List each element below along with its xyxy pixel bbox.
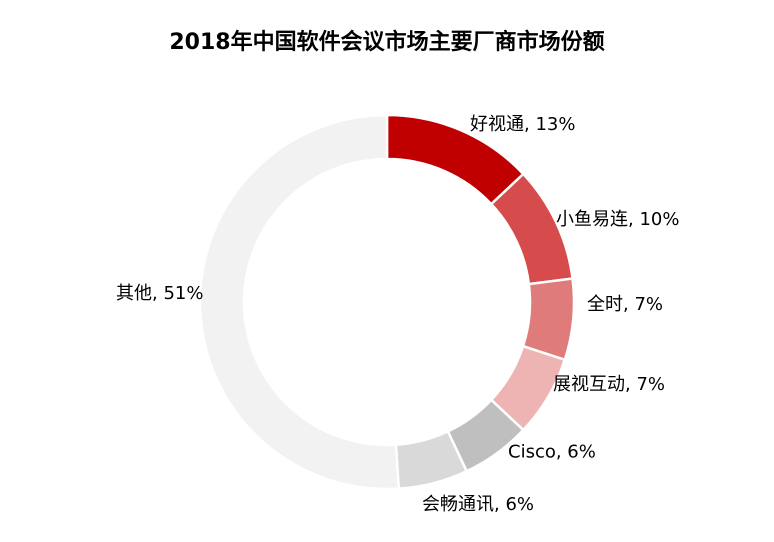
slice-6: [198, 113, 401, 491]
data-label: 小鱼易连, 10%: [556, 209, 680, 230]
data-label: 全时, 7%: [587, 294, 663, 315]
data-label: 好视通, 13%: [470, 114, 576, 135]
data-label: Cisco, 6%: [508, 441, 596, 463]
chart-title: 2018年中国软件会议市场主要厂商市场份额: [169, 30, 605, 55]
data-label: 会畅通讯, 6%: [422, 494, 534, 515]
data-label: 展视互动, 7%: [553, 374, 665, 395]
data-label: 其他, 51%: [116, 283, 204, 304]
